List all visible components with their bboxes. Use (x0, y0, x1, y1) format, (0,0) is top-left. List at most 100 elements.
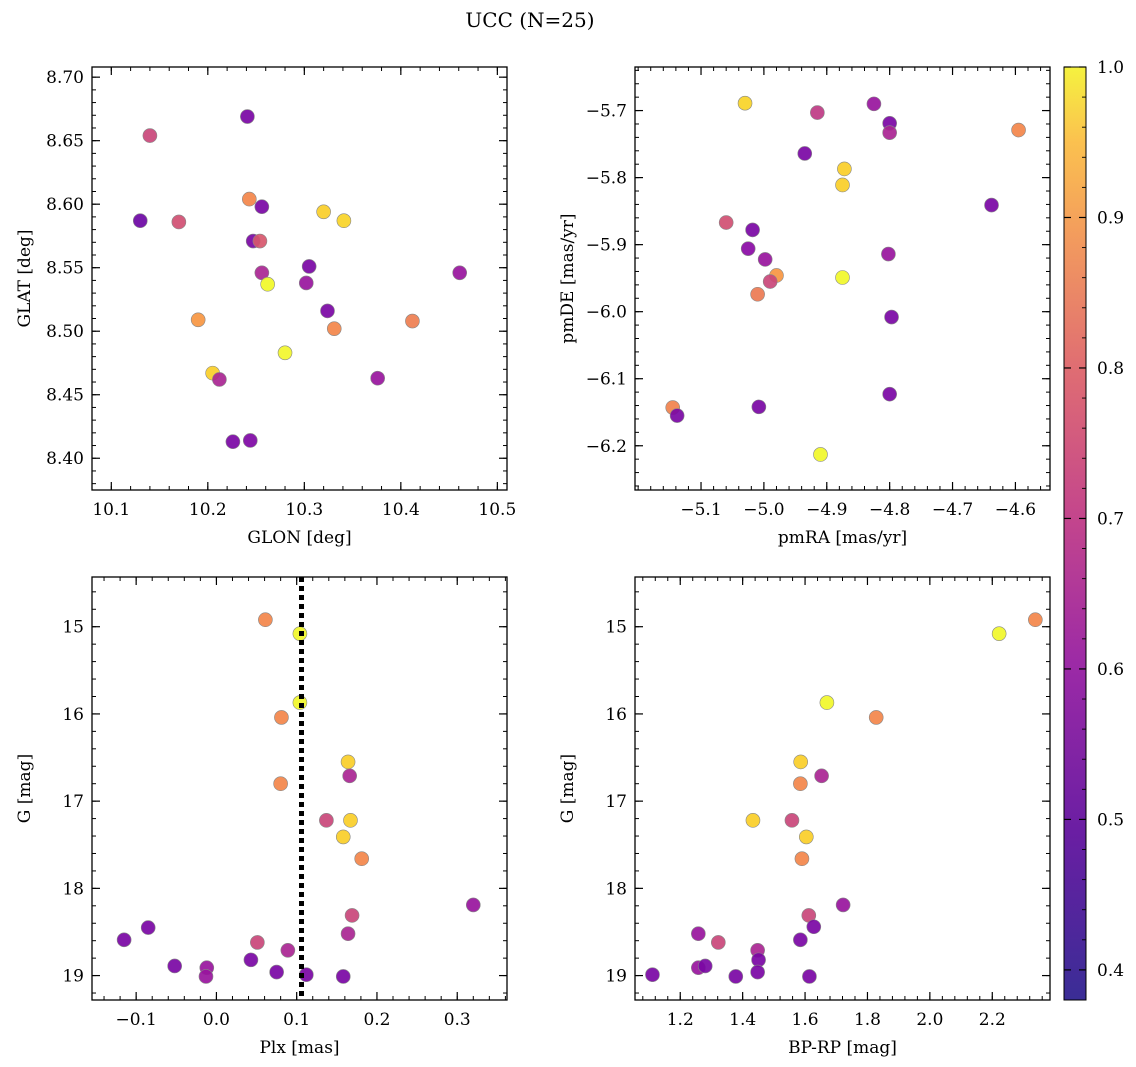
scatter-point (198, 969, 214, 984)
scatter-point (835, 897, 851, 913)
plot-area (132, 109, 468, 450)
panel-2: −5.1 −5.0 −4.9 −4.8 −4.7 −4.6 −6.2 −6.1 −6.0 −5.9… (558, 66, 1051, 548)
scatter-point (326, 321, 342, 336)
y-tick-label: −5.7 (586, 102, 627, 122)
scatter-point (793, 932, 808, 948)
x-tick-label: −4.8 (869, 500, 910, 520)
y-tick-label: 8.40 (46, 449, 84, 469)
plot-area (645, 612, 1043, 984)
x-tick-label: −4.7 (932, 500, 973, 520)
x-tick-label: 0.2 (363, 1010, 390, 1030)
figure-title: UCC (N=25) (465, 8, 594, 32)
scatter-point (319, 813, 334, 828)
colorbar-tick-label: 0.8 (1097, 359, 1124, 379)
y-tick-label: 8.65 (46, 132, 84, 152)
scatter-point (405, 313, 420, 329)
x-tick-label: 0.0 (203, 1010, 230, 1030)
scatter-point (751, 399, 767, 415)
scatter-point (335, 969, 351, 984)
scatter-point (240, 109, 255, 124)
scatter-point (190, 312, 206, 328)
y-tick-label: −6.2 (586, 437, 627, 457)
scatter-point (116, 932, 132, 948)
plot-area (116, 577, 481, 1000)
scatter-point (669, 408, 685, 423)
scatter-point (991, 626, 1007, 641)
scatter-point (806, 919, 822, 935)
scatter-point (343, 813, 358, 828)
scatter-point (242, 191, 257, 207)
scatter-point (884, 309, 899, 325)
scatter-point (225, 434, 241, 450)
scatter-point (142, 128, 158, 143)
scatter-point (344, 908, 360, 923)
x-tick-label: 2.2 (979, 1010, 1006, 1030)
scatter-point (250, 935, 265, 950)
x-tick-label: 2.0 (916, 1010, 943, 1030)
scatter-point (298, 275, 314, 291)
y-axis-label: pmDE [mas/yr] (558, 213, 578, 343)
y-axis-label: G [mag] (558, 754, 578, 823)
scatter-point (277, 345, 293, 361)
scatter-point (793, 776, 808, 792)
scatter-point (882, 125, 897, 140)
x-axis-label: GLON [deg] (247, 528, 351, 548)
y-tick-label: 17 (605, 792, 627, 812)
scatter-point (645, 967, 660, 983)
scatter-point (340, 926, 356, 942)
x-tick-label: 1.4 (729, 1010, 756, 1030)
scatter-point (336, 213, 352, 229)
y-tick-label: 16 (62, 705, 84, 725)
scatter-point (794, 851, 810, 867)
scatter-point (280, 942, 296, 958)
y-tick-label: −6.1 (586, 370, 627, 390)
scatter-point (797, 146, 813, 161)
scatter-point (342, 768, 357, 784)
scatter-point (1028, 612, 1043, 628)
x-tick-label: −5.0 (743, 500, 784, 520)
scatter-point (252, 233, 268, 249)
colorbar: 0.4 0.5 0.6 0.7 0.8 0.9 1.0 (1063, 58, 1124, 1001)
colorbar-gradient (1063, 66, 1087, 1001)
scatter-point (813, 447, 828, 462)
x-tick-label: −4.9 (806, 500, 847, 520)
scatter-point (728, 969, 744, 984)
scatter-point (340, 754, 356, 770)
colorbar-tick-label: 0.9 (1097, 208, 1124, 228)
scatter-point (140, 920, 156, 935)
scatter-point (762, 274, 778, 289)
plot-frame (91, 66, 508, 491)
y-tick-label: 19 (605, 967, 627, 987)
scatter-point (814, 768, 829, 784)
scatter-point (335, 829, 351, 845)
x-tick-label: 0.1 (283, 1010, 310, 1030)
scatter-point (718, 215, 734, 230)
colorbar-tick-label: 0.5 (1097, 810, 1124, 830)
y-tick-label: 8.70 (46, 68, 84, 88)
scatter-point (740, 241, 756, 256)
scatter-point (837, 161, 852, 177)
x-tick-label: 10.3 (285, 500, 323, 520)
x-tick-label: 10.4 (382, 500, 420, 520)
y-tick-label: 17 (62, 792, 84, 812)
colorbar-tick-label: 0.4 (1097, 961, 1124, 981)
scatter-point (810, 105, 825, 120)
scatter-point (691, 926, 706, 942)
scatter-point (745, 813, 761, 828)
scatter-point (793, 754, 808, 770)
y-tick-label: 8.60 (46, 195, 84, 215)
scatter-point (866, 96, 882, 112)
scatter-point (757, 252, 773, 267)
scatter-point (269, 964, 284, 980)
panel-3: −0.1 0.0 0.1 0.2 0.3 15 16 17 18 19 Plx [mas] G [ma… (15, 576, 508, 1058)
y-tick-label: 8.50 (46, 322, 84, 342)
scatter-point (802, 969, 817, 984)
panel-4: 1.2 1.4 1.6 1.8 2.0 2.2 15 16 17 18 19 BP-RP [mag] G… (558, 576, 1051, 1058)
x-tick-label: 1.6 (792, 1010, 819, 1030)
panel-1: 10.1 10.2 10.3 10.4 10.5 8.40 8.45 8.50 8.55 8.60… (15, 66, 516, 548)
x-tick-label: 10.2 (189, 500, 227, 520)
scatter-point (316, 204, 331, 220)
scatter-point (301, 259, 317, 274)
scatter-point (354, 851, 370, 867)
